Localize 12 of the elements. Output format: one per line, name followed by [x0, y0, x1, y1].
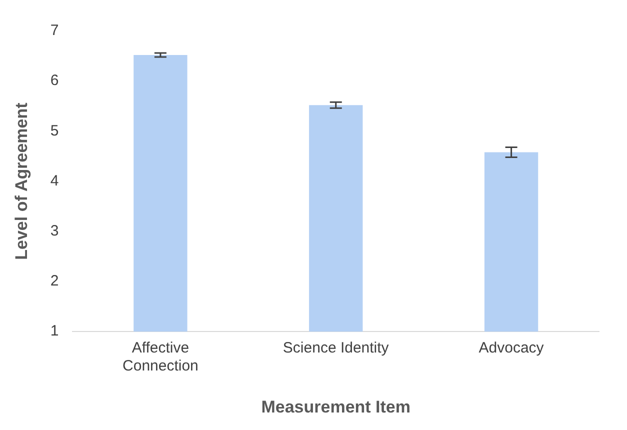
x-axis-title: Measurement Item [261, 397, 411, 416]
y-tick-label: 3 [50, 222, 59, 240]
x-tick-label: Advocacy [478, 340, 544, 357]
y-tick-label: 2 [50, 272, 59, 290]
y-tick-label: 6 [50, 72, 59, 90]
y-tick-label: 1 [50, 322, 59, 340]
x-tick-label: Affective Connection [122, 340, 198, 375]
y-axis-title: Level of Agreement [12, 102, 31, 260]
y-tick-label: 4 [50, 172, 59, 190]
y-tick-label: 7 [50, 22, 59, 40]
x-tick-label: Science Identity [282, 340, 390, 357]
y-tick-label: 5 [50, 122, 59, 140]
